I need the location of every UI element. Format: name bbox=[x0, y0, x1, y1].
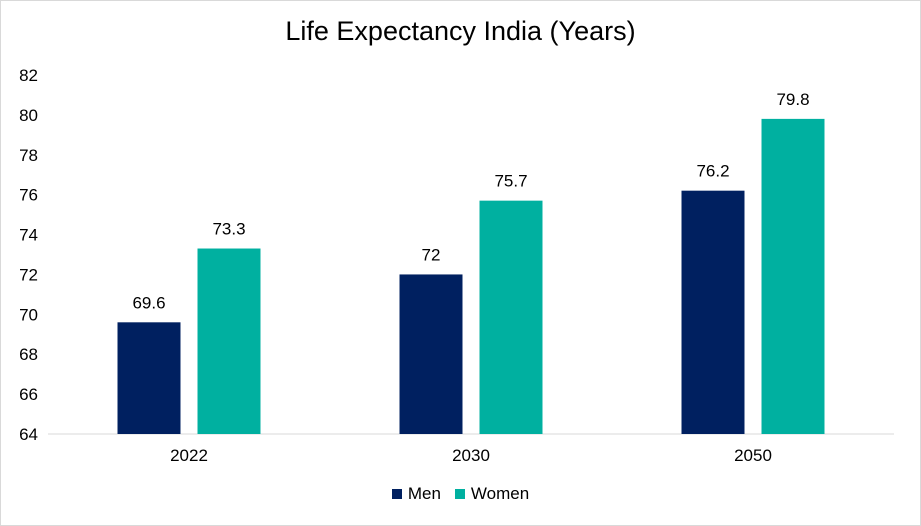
y-tick-label: 68 bbox=[19, 345, 38, 364]
x-tick-label: 2030 bbox=[452, 446, 490, 465]
bar bbox=[399, 274, 463, 434]
legend-swatch bbox=[454, 489, 465, 499]
legend-label: Women bbox=[470, 484, 530, 503]
legend-label: Men bbox=[407, 484, 441, 503]
legend-item: Women bbox=[454, 484, 530, 504]
y-tick-label: 80 bbox=[19, 106, 38, 125]
legend: Men Women bbox=[0, 484, 921, 504]
bar bbox=[479, 200, 543, 434]
bar bbox=[681, 190, 745, 434]
x-tick-label: 2050 bbox=[734, 446, 772, 465]
y-tick-label: 70 bbox=[19, 305, 38, 324]
bar bbox=[197, 248, 261, 434]
y-tick-label: 66 bbox=[19, 385, 38, 404]
data-label: 75.7 bbox=[494, 172, 527, 191]
y-tick-label: 64 bbox=[19, 425, 38, 444]
chart-title: Life Expectancy India (Years) bbox=[285, 16, 636, 46]
y-tick-label: 82 bbox=[19, 66, 38, 85]
y-tick-label: 72 bbox=[19, 265, 38, 284]
legend-item: Men bbox=[391, 484, 441, 504]
y-tick-label: 78 bbox=[19, 146, 38, 165]
data-label: 73.3 bbox=[212, 220, 245, 239]
x-tick-label: 2022 bbox=[170, 446, 208, 465]
bar bbox=[117, 322, 181, 434]
data-label: 79.8 bbox=[776, 90, 809, 109]
data-label: 69.6 bbox=[132, 293, 165, 312]
y-tick-label: 74 bbox=[19, 226, 38, 245]
bar bbox=[761, 118, 825, 434]
data-label: 76.2 bbox=[696, 162, 729, 181]
data-label: 72 bbox=[422, 245, 441, 264]
y-tick-label: 76 bbox=[19, 186, 38, 205]
legend-swatch bbox=[391, 489, 402, 499]
